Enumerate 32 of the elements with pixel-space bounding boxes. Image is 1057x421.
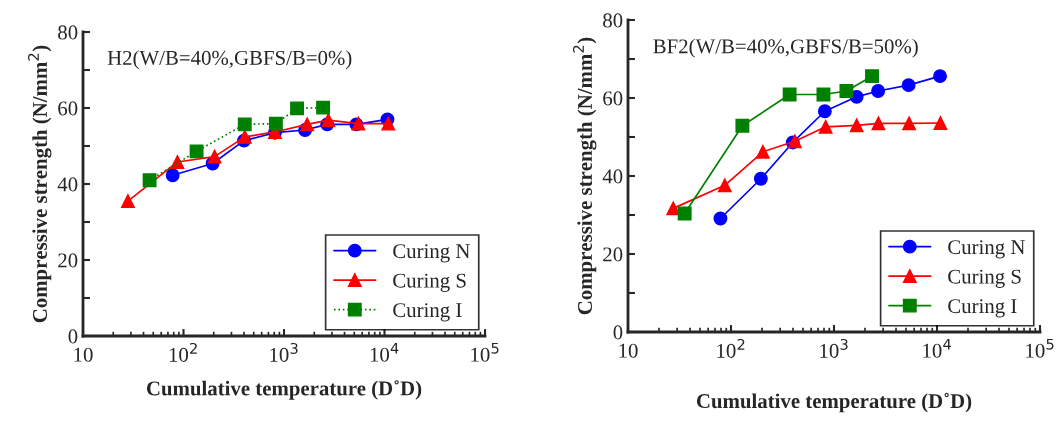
x-tick-label: 10$^{2}$ (717, 338, 745, 358)
y-axis-title: Compressive strength (N/mm$^{2}$) (28, 45, 52, 323)
x-tick-label: 10$^{5}$ (471, 342, 499, 362)
x-tick-label: 10$^{2}$ (169, 342, 197, 362)
x-axis-title: Cumulative temperature (D˚D) (146, 380, 422, 400)
y-tick-label: 20 (603, 247, 623, 262)
annotation: BF2(W/B=40%,GBFS/B=50%) (653, 38, 918, 58)
x-axis-title: Cumulative temperature (D˚D) (696, 392, 972, 413)
y-axis-title: Compressive strength (N/mm$^{2}$) (573, 37, 597, 315)
y-tick-label: 60 (58, 101, 78, 116)
y-tick-label: 40 (602, 169, 623, 184)
y-tick-label: 20 (58, 253, 78, 268)
x-tick-label: 10$^{3}$ (270, 342, 298, 362)
x-tick-label: 10$^{4}$ (370, 342, 399, 362)
x-tick-label: 10 (619, 343, 638, 358)
legend-label: Curing N (948, 240, 1025, 259)
y-tick-label: 0 (68, 329, 78, 344)
legend-label: Curing S (948, 269, 1021, 288)
x-tick-label: 10$^{3}$ (820, 338, 848, 358)
y-tick-label: 80 (603, 13, 623, 28)
x-tick-label: 10$^{5}$ (1026, 338, 1054, 358)
legend-label: Curing I (948, 299, 1017, 318)
x-tick-label: 10$^{4}$ (923, 338, 951, 358)
y-tick-label: 80 (58, 25, 78, 40)
legend-label: Curing S (393, 273, 466, 292)
x-tick-label: 10 (74, 347, 93, 362)
legend-label: Curing N (393, 244, 470, 263)
y-tick-label: 40 (57, 177, 78, 192)
annotation: H2(W/B=40%,GBFS/B=0%) (107, 50, 352, 70)
y-tick-label: 0 (613, 325, 623, 340)
y-tick-label: 60 (603, 91, 623, 106)
legend-label: Curing I (393, 303, 462, 322)
